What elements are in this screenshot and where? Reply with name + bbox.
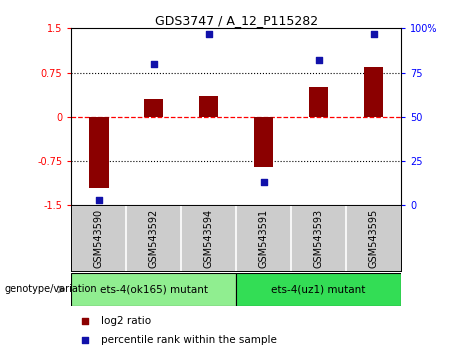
Text: GSM543590: GSM543590 (94, 209, 104, 268)
Bar (309, 87, 328, 117)
Text: log2 ratio: log2 ratio (101, 316, 151, 326)
Bar (364, 67, 383, 117)
Text: GSM543594: GSM543594 (204, 209, 214, 268)
Title: GDS3747 / A_12_P115282: GDS3747 / A_12_P115282 (155, 14, 318, 27)
Point (95, 197, 103, 203)
Point (81, 318, 89, 324)
Bar (71, 273, 236, 306)
Point (315, 57, 322, 63)
Bar (199, 96, 219, 117)
Text: GSM543595: GSM543595 (369, 209, 378, 268)
Text: GSM543593: GSM543593 (313, 209, 324, 268)
Point (150, 61, 158, 67)
Point (81, 337, 89, 343)
Text: GSM543592: GSM543592 (149, 209, 159, 268)
Bar (254, 117, 273, 167)
Bar (236, 273, 401, 306)
Text: GSM543591: GSM543591 (259, 209, 269, 268)
Text: percentile rank within the sample: percentile rank within the sample (101, 335, 277, 345)
Text: genotype/variation: genotype/variation (5, 284, 97, 295)
Point (205, 31, 213, 36)
Point (260, 179, 267, 185)
Text: ets-4(uz1) mutant: ets-4(uz1) mutant (272, 284, 366, 295)
Bar (144, 99, 164, 117)
Point (370, 31, 377, 36)
Bar (89, 117, 108, 188)
Text: ets-4(ok165) mutant: ets-4(ok165) mutant (100, 284, 208, 295)
